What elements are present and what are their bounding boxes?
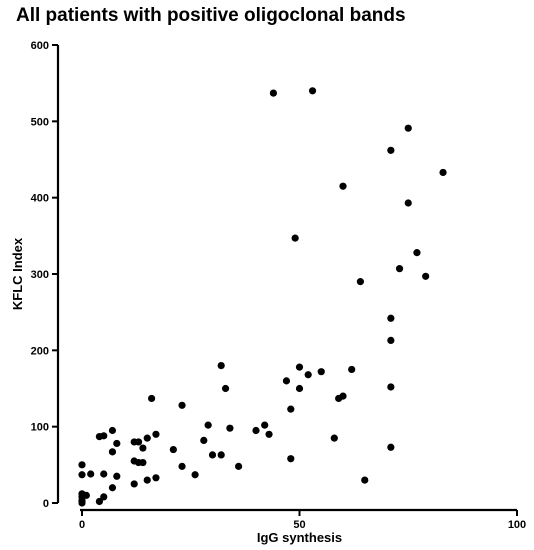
data-point [304,371,312,379]
data-point [439,168,447,177]
data-point [169,445,177,454]
data-point [361,476,369,484]
data-point [356,278,364,286]
data-point [330,434,338,442]
data-point [208,451,217,459]
data-point [252,426,260,435]
y-axis: 0 100 200 300 400 500 600 [31,40,60,510]
data-point [130,480,138,488]
data-point [178,401,186,409]
data-point [339,182,347,190]
data-point [404,199,412,207]
data-point [221,384,230,393]
data-point [226,424,234,432]
data-point [265,430,273,438]
data-point [413,249,421,257]
x-axis: 0 50 100 [79,508,526,531]
data-point [339,392,347,400]
data-point [217,451,225,459]
data-point [108,426,117,435]
data-point [100,432,108,440]
data-point [78,471,86,479]
data-point [422,272,430,280]
data-point [387,146,395,154]
data-point [100,493,108,501]
data-point [108,484,117,492]
data-point [235,462,243,470]
data-point [291,234,299,242]
data-point [295,363,304,371]
data-points [78,87,447,507]
data-point [348,365,356,374]
data-point [113,472,121,480]
y-tick-label: 600 [31,40,49,52]
data-point [282,377,291,385]
data-point [269,89,277,97]
data-point [143,476,151,484]
data-point [82,491,90,499]
y-tick-label: 300 [31,269,49,281]
data-point [191,471,199,479]
x-axis-title: IgG synthesis [257,530,342,545]
y-tick-label: 0 [43,498,49,510]
data-point [287,405,295,413]
data-point [113,439,121,448]
y-axis-title: KFLC Index [10,237,25,310]
y-tick-label: 500 [31,116,49,128]
y-tick-label: 400 [31,193,49,205]
data-point [204,421,212,429]
data-point [143,434,151,442]
data-point [387,336,395,345]
data-point [404,124,412,132]
data-point [139,458,147,467]
data-point [152,430,160,438]
data-point [139,444,147,452]
data-point [87,470,95,478]
data-point [100,470,108,478]
data-point [108,448,117,456]
data-point [395,265,404,273]
y-tick-label: 100 [31,422,49,434]
data-point [152,474,160,482]
data-point [178,462,186,470]
chart-title: All patients with positive oligoclonal b… [16,5,406,26]
data-point [387,314,395,322]
data-point [95,497,103,506]
data-point [387,383,395,391]
y-tick-label: 200 [31,345,49,357]
data-point [200,436,208,445]
x-tick-label: 0 [79,519,85,531]
data-point [148,394,156,403]
data-point [261,421,269,429]
data-point [287,455,295,463]
data-point [78,461,86,469]
data-point [295,384,304,393]
data-point [217,362,225,370]
x-tick-label: 50 [293,519,305,531]
data-point [387,443,395,451]
data-point [308,87,317,95]
x-tick-label: 100 [508,519,526,531]
data-point [317,368,325,376]
data-point [134,438,143,446]
